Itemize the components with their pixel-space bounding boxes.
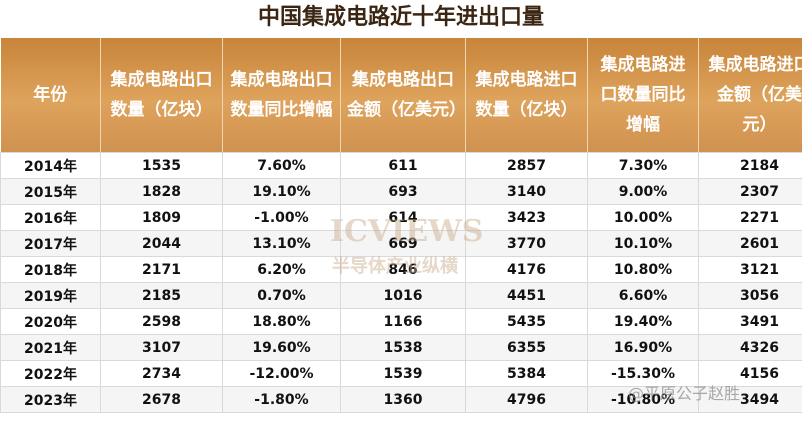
value-cell: -1.00% <box>222 204 341 231</box>
value-cell: 3107 <box>100 334 223 361</box>
header-cell: 集成电路出口金额（亿美元） <box>340 38 466 153</box>
year-cell: 2020年 <box>0 308 101 335</box>
value-cell: 3140 <box>465 178 588 205</box>
table-row: 2021年 3107 19.60% 1538 6355 16.90% 4326 <box>0 334 802 361</box>
value-cell: 19.40% <box>587 308 699 335</box>
value-cell: 1809 <box>100 204 223 231</box>
value-cell: 2307 <box>698 178 802 205</box>
header-cell: 集成电路出口数量同比增幅 <box>222 38 341 153</box>
year-cell: 2023年 <box>0 386 101 413</box>
value-cell: 3491 <box>698 308 802 335</box>
title: 中国集成电路近十年进出口量 <box>257 5 544 30</box>
value-cell: 693 <box>340 178 466 205</box>
header-cell: 集成电路进口数量同比增幅 <box>587 38 699 153</box>
table-row: 2015年 1828 19.10% 693 3140 9.00% 2307 <box>0 178 802 205</box>
table-body: 2014年 1535 7.60% 611 2857 7.30% 2184 2015年 1828 1… <box>0 152 802 413</box>
value-cell: -1.80% <box>222 386 341 413</box>
value-cell: 2734 <box>100 360 223 387</box>
value-cell: 3056 <box>698 282 802 309</box>
value-cell: 1539 <box>340 360 466 387</box>
year-cell: 2014年 <box>0 152 101 179</box>
header-cell: 年份 <box>0 38 101 153</box>
value-cell: 669 <box>340 230 466 257</box>
year-cell: 2016年 <box>0 204 101 231</box>
value-cell: 18.80% <box>222 308 341 335</box>
value-cell: 2184 <box>698 152 802 179</box>
year-cell: 2021年 <box>0 334 101 361</box>
value-cell: 1828 <box>100 178 223 205</box>
value-cell: 6.60% <box>587 282 699 309</box>
value-cell: 2598 <box>100 308 223 335</box>
value-cell: 0.70% <box>222 282 341 309</box>
table-row: 2018年 2171 6.20% 846 4176 10.80% 3121 <box>0 256 802 283</box>
value-cell: 4156 <box>698 360 802 387</box>
value-cell: 9.00% <box>587 178 699 205</box>
header-cell: 集成电路进口数量（亿块） <box>465 38 588 153</box>
value-cell: 4796 <box>465 386 588 413</box>
value-cell: 1166 <box>340 308 466 335</box>
value-cell: 1360 <box>340 386 466 413</box>
value-cell: 4176 <box>465 256 588 283</box>
table: 年份 集成电路出口数量（亿块） 集成电路出口数量同比增幅 集成电路出口金额（亿美元）集… <box>0 38 802 413</box>
header-row: 年份 集成电路出口数量（亿块） 集成电路出口数量同比增幅 集成电路出口金额（亿美元）集… <box>0 38 802 153</box>
value-cell: 5384 <box>465 360 588 387</box>
value-cell: 846 <box>340 256 466 283</box>
value-cell: 3121 <box>698 256 802 283</box>
value-cell: 3423 <box>465 204 588 231</box>
year-cell: 2019年 <box>0 282 101 309</box>
value-cell: 7.60% <box>222 152 341 179</box>
value-cell: -12.00% <box>222 360 341 387</box>
value-cell: 4326 <box>698 334 802 361</box>
value-cell: 19.60% <box>222 334 341 361</box>
value-cell: 614 <box>340 204 466 231</box>
header-cell: 集成电路出口数量（亿块） <box>100 38 223 153</box>
value-cell: 2185 <box>100 282 223 309</box>
value-cell: 2601 <box>698 230 802 257</box>
year-cell: 2017年 <box>0 230 101 257</box>
value-cell: 2678 <box>100 386 223 413</box>
value-cell: 13.10% <box>222 230 341 257</box>
value-cell: 10.10% <box>587 230 699 257</box>
value-cell: 1538 <box>340 334 466 361</box>
value-cell: 19.10% <box>222 178 341 205</box>
value-cell: -15.30% <box>587 360 699 387</box>
value-cell: 5435 <box>465 308 588 335</box>
value-cell: 6.20% <box>222 256 341 283</box>
value-cell: 4451 <box>465 282 588 309</box>
value-cell: 2044 <box>100 230 223 257</box>
year-cell: 2015年 <box>0 178 101 205</box>
table-row: 2022年 2734 -12.00% 1539 5384 -15.30% 4156 <box>0 360 802 387</box>
table-row: 2014年 1535 7.60% 611 2857 7.30% 2184 <box>0 152 802 179</box>
value-cell: 611 <box>340 152 466 179</box>
value-cell: 6355 <box>465 334 588 361</box>
table-row: 2020年 2598 18.80% 1166 5435 19.40% 3491 <box>0 308 802 335</box>
value-cell: 1535 <box>100 152 223 179</box>
value-cell: 2857 <box>465 152 588 179</box>
value-cell: 2171 <box>100 256 223 283</box>
table-wrap: 年份 集成电路出口数量（亿块） 集成电路出口数量同比增幅 集成电路出口金额（亿美元）集… <box>0 38 802 414</box>
value-cell: 7.30% <box>587 152 699 179</box>
table-row: 2023年 2678 -1.80% 1360 4796 -10.80% 3494 <box>0 386 802 413</box>
value-cell: 3770 <box>465 230 588 257</box>
year-cell: 2022年 <box>0 360 101 387</box>
value-cell: 2271 <box>698 204 802 231</box>
table-row: 2017年 2044 13.10% 669 3770 10.10% 2601 <box>0 230 802 257</box>
value-cell: 1016 <box>340 282 466 309</box>
value-cell: 16.90% <box>587 334 699 361</box>
value-cell: 3494 <box>698 386 802 413</box>
value-cell: 10.80% <box>587 256 699 283</box>
header-cell: 集成电路进口金额（亿美元） <box>698 38 802 153</box>
table-row: 2016年 1809 -1.00% 614 3423 10.00% 2271 <box>0 204 802 231</box>
value-cell: -10.80% <box>587 386 699 413</box>
value-cell: 10.00% <box>587 204 699 231</box>
year-cell: 2018年 <box>0 256 101 283</box>
table-row: 2019年 2185 0.70% 1016 4451 6.60% 3056 <box>0 282 802 309</box>
